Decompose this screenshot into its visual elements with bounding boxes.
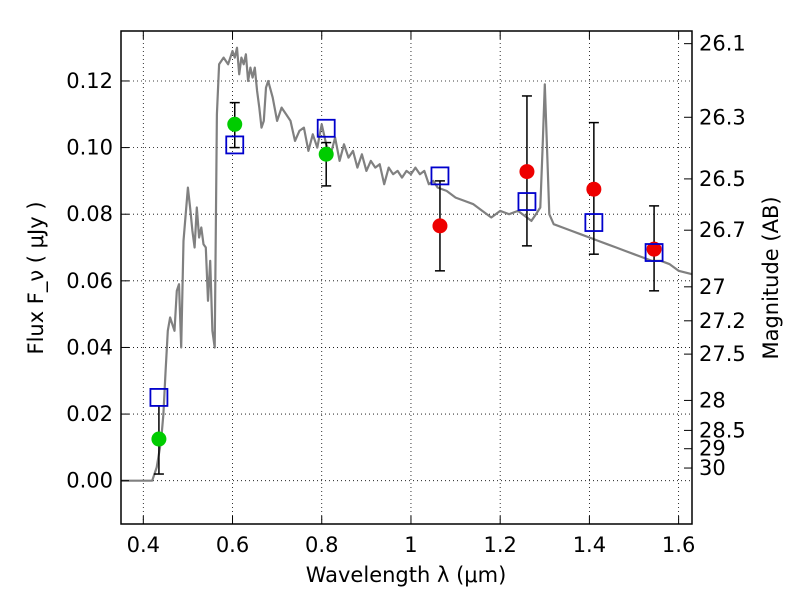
right-tick-label: 26.7 bbox=[699, 218, 746, 242]
y-tick-label: 0.04 bbox=[66, 335, 113, 359]
x-tick-label: 0.6 bbox=[216, 533, 249, 557]
right-tick-label: 28.5 bbox=[699, 418, 746, 442]
right-tick-label: 27 bbox=[699, 275, 726, 299]
y-tick-label: 0.06 bbox=[66, 269, 113, 293]
x-tick-label: 1.6 bbox=[662, 533, 695, 557]
green-data-point bbox=[227, 116, 243, 132]
right-tick-label: 26.5 bbox=[699, 167, 746, 191]
x-tick-label: 1 bbox=[404, 533, 417, 557]
right-tick-label: 28 bbox=[699, 388, 726, 412]
right-tick-label: 27.5 bbox=[699, 342, 746, 366]
right-tick-label: 26.1 bbox=[699, 32, 746, 56]
x-tick-label: 1.2 bbox=[483, 533, 516, 557]
red-data-point bbox=[646, 241, 662, 257]
y-tick-label: 0.02 bbox=[66, 402, 113, 426]
blue-square-marker bbox=[225, 135, 245, 155]
blue-square-marker bbox=[316, 118, 336, 138]
right-tick-label: 29 bbox=[699, 437, 726, 461]
blue-square-marker bbox=[517, 192, 537, 211]
y-axis-label: Flux F_ν ( μJy ) bbox=[24, 201, 49, 354]
red-data-point bbox=[432, 218, 448, 234]
red-data-point bbox=[586, 181, 602, 197]
blue-square-marker bbox=[644, 243, 664, 262]
blue-square-marker bbox=[584, 213, 604, 232]
green-data-point bbox=[318, 146, 334, 162]
x-tick-label: 1.4 bbox=[573, 533, 606, 557]
red-data-point bbox=[519, 164, 535, 180]
blue-square-marker bbox=[149, 388, 169, 407]
right-axis-label: Magnitude (AB) bbox=[759, 196, 783, 359]
blue-square-marker bbox=[430, 166, 450, 186]
green-data-point bbox=[151, 431, 167, 447]
y-tick-label: 0.00 bbox=[66, 469, 113, 493]
right-tick-label: 30 bbox=[699, 456, 726, 480]
right-tick-label: 26.3 bbox=[699, 105, 746, 129]
x-axis-label: Wavelength λ (μm) bbox=[306, 563, 507, 587]
plot-area bbox=[121, 46, 693, 482]
model-sed-line bbox=[121, 46, 693, 482]
y-tick-label: 0.10 bbox=[66, 136, 113, 160]
x-tick-label: 0.4 bbox=[127, 533, 160, 557]
right-tick-label: 27.2 bbox=[699, 309, 746, 333]
y-tick-label: 0.08 bbox=[66, 202, 113, 226]
x-tick-label: 0.8 bbox=[305, 533, 338, 557]
axis-ticks: 0.4 0.6 0.8 1 1.2 1.4 1.6 0.00 0.02 0.04 0.06 0.08 0… bbox=[66, 31, 746, 557]
y-tick-label: 0.12 bbox=[66, 69, 113, 93]
plot-frame bbox=[120, 30, 693, 525]
